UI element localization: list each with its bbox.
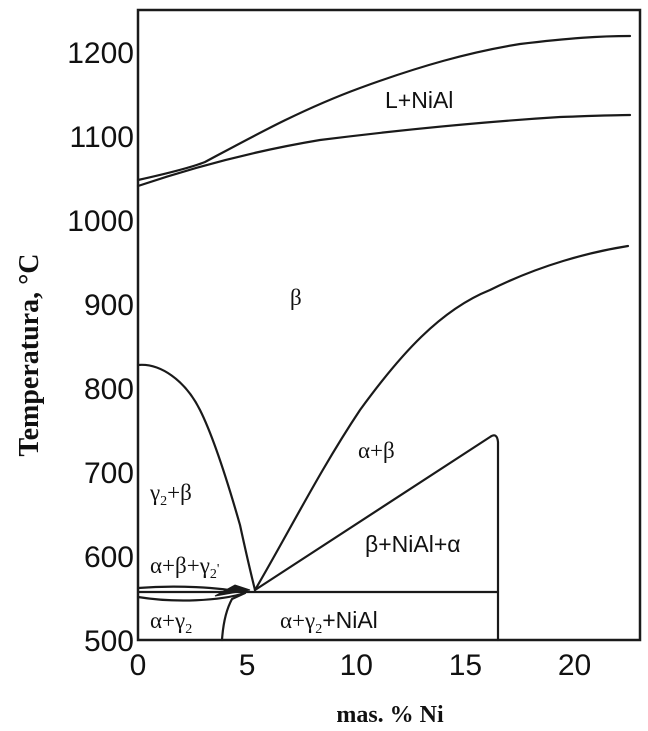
y-tick-label: 600 <box>84 541 134 574</box>
y-tick-label: 500 <box>84 625 134 658</box>
region-label-beta: β <box>290 285 302 310</box>
region-label-alpha-beta-gamma2: α+β+γ2' <box>150 553 219 582</box>
x-tick-label: 5 <box>239 649 256 682</box>
gamma2-beta-boundary-line <box>136 363 257 592</box>
y-tick-label: 1000 <box>67 205 134 238</box>
plot-frame <box>136 8 642 642</box>
x-tick-label: 10 <box>340 649 373 682</box>
region-label-alpha-gamma2: α+γ2 <box>150 608 192 637</box>
y-axis-ticks: 500 600 700 800 900 1000 1100 1200 <box>67 37 134 658</box>
region-label-alpha-beta: α+β <box>358 438 395 463</box>
region-label-l-nial: L+NiAl <box>385 87 453 113</box>
y-tick-label: 900 <box>84 289 134 322</box>
y-tick-label: 700 <box>84 457 134 490</box>
x-axis-label: mas. % Ni <box>336 702 444 728</box>
x-axis-ticks: 0 5 10 15 20 <box>130 649 592 682</box>
region-label-alpha-gamma2-nial: α+γ2+NiAl <box>280 607 378 637</box>
y-tick-label: 800 <box>84 373 134 406</box>
region-label-gamma2-beta: γ2+β <box>149 480 192 509</box>
region-label-beta-nial-alpha: β+NiAl+α <box>365 531 461 557</box>
x-tick-label: 15 <box>449 649 482 682</box>
x-tick-label: 20 <box>558 649 591 682</box>
x-tick-label: 0 <box>130 649 147 682</box>
y-tick-label: 1100 <box>69 121 134 154</box>
liquidus-upper-line <box>136 34 632 182</box>
eutectoid-inclined-line <box>253 434 500 642</box>
y-axis-label: Temperatura, °C <box>14 253 45 456</box>
alpha-gamma2-lower-line <box>220 591 247 642</box>
gamma2-wedge-arrow <box>214 584 251 597</box>
liquidus-lower-line <box>136 113 632 188</box>
beta-solvus-line <box>253 244 630 592</box>
y-tick-label: 1200 <box>67 37 134 70</box>
